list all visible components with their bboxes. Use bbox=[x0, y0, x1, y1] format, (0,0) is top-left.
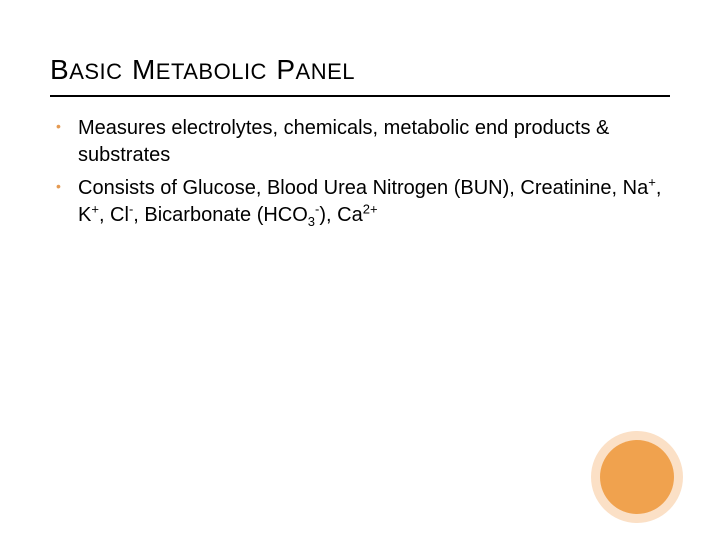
bullet-text: Measures electrolytes, chemicals, metabo… bbox=[78, 117, 609, 166]
list-item: Measures electrolytes, chemicals, metabo… bbox=[50, 115, 670, 169]
title-cap-1: B bbox=[50, 54, 69, 85]
slide-title: BASIC METABOLIC PANEL bbox=[50, 50, 670, 87]
title-rest-2: ETABOLIC bbox=[156, 59, 267, 84]
title-rest-1: ASIC bbox=[69, 59, 122, 84]
title-cap-2: M bbox=[132, 54, 156, 85]
title-rest-3: ANEL bbox=[296, 59, 355, 84]
title-underline bbox=[50, 95, 670, 97]
bullet-list: Measures electrolytes, chemicals, metabo… bbox=[50, 115, 670, 229]
bullet-text: Consists of Glucose, Blood Urea Nitrogen… bbox=[78, 177, 661, 226]
decor-circle-inner bbox=[600, 440, 674, 514]
list-item: Consists of Glucose, Blood Urea Nitrogen… bbox=[50, 175, 670, 229]
slide: BASIC METABOLIC PANEL Measures electroly… bbox=[0, 0, 720, 540]
title-cap-3: P bbox=[276, 54, 295, 85]
